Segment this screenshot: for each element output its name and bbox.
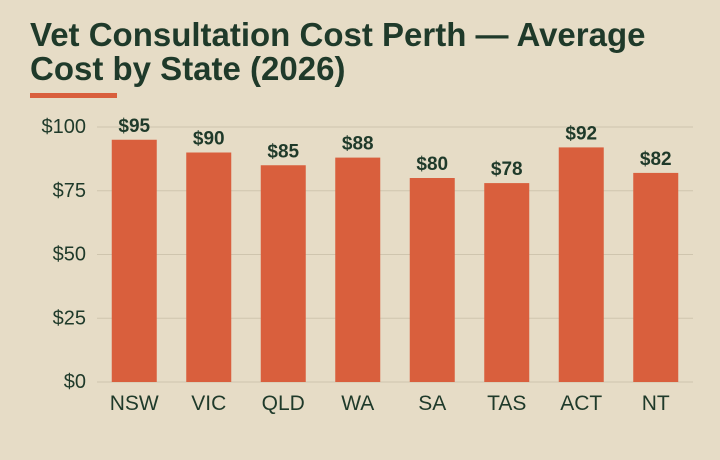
x-tick-label: NT [642, 392, 670, 415]
x-tick-label: ACT [560, 392, 602, 415]
data-label: $92 [565, 123, 597, 144]
bar [111, 139, 157, 382]
bar [409, 178, 455, 382]
y-tick-label: $100 [42, 116, 87, 138]
x-tick-label: WA [341, 392, 374, 415]
data-label: $95 [118, 116, 150, 137]
x-tick-label: SA [418, 392, 446, 415]
data-label: $80 [416, 154, 448, 175]
bar [186, 152, 232, 382]
x-tick-label: VIC [191, 392, 226, 415]
x-tick-label: TAS [487, 392, 526, 415]
y-tick-label: $25 [53, 307, 86, 329]
bar [335, 157, 381, 382]
title-underline [30, 93, 117, 98]
data-label: $90 [193, 129, 225, 150]
bar [558, 147, 604, 382]
data-label: $85 [267, 141, 299, 162]
x-tick-label: NSW [110, 392, 159, 415]
data-label: $78 [491, 159, 523, 180]
bar [633, 172, 679, 382]
bar [260, 165, 306, 382]
chart-title: Vet Consultation Cost Perth — Average Co… [30, 16, 646, 87]
data-label: $88 [342, 134, 374, 155]
data-label: $82 [640, 149, 672, 170]
y-tick-label: $75 [53, 180, 86, 202]
y-tick-label: $50 [53, 244, 86, 266]
bar [484, 183, 530, 382]
y-tick-label: $0 [64, 371, 86, 393]
x-tick-label: QLD [262, 392, 305, 415]
